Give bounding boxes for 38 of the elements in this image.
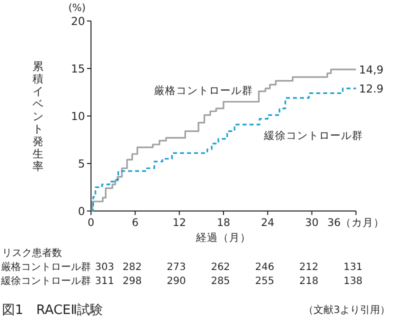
y-tick-label: 10 xyxy=(71,110,85,123)
text: 138 xyxy=(343,276,363,287)
series-label: 緩徐コントロール群 xyxy=(262,130,363,142)
text: 累積イベント発生率 xyxy=(32,60,44,173)
text: 303 xyxy=(95,262,114,273)
y-tick-label: 5 xyxy=(78,158,85,170)
text: 255 xyxy=(255,276,274,287)
y-tick-label: 15 xyxy=(71,62,85,76)
x-tick-label: 30 xyxy=(305,217,319,229)
text: 285 xyxy=(210,276,230,287)
text: 131 xyxy=(343,262,363,273)
series-label: 厳格コントロール群 xyxy=(154,84,253,98)
x-tick-label: 18 xyxy=(216,217,230,229)
y-tick-label: 0 xyxy=(78,205,85,218)
x-axis-title: 経過（月） xyxy=(195,232,251,244)
text: (%) xyxy=(68,3,86,14)
x-tick-label: 24 xyxy=(260,217,275,229)
text: 246 xyxy=(255,262,274,273)
text: リスク患者数 xyxy=(2,247,62,259)
text: 212 xyxy=(299,262,318,273)
x-tick-label: 0 xyxy=(88,217,94,229)
text: 緩徐コントロール群 xyxy=(0,275,91,287)
text: 厳格コントロール群 xyxy=(1,261,91,273)
text: 218 xyxy=(299,276,318,287)
annotation: 14,9 xyxy=(359,63,384,76)
annotation: 12.9 xyxy=(359,82,384,96)
x-tick-label: 36（カ月） xyxy=(327,217,385,229)
text: 290 xyxy=(166,276,186,287)
text: 図1 RACEⅡ試験 xyxy=(2,303,104,318)
text: 262 xyxy=(210,262,230,273)
text: 273 xyxy=(166,262,186,273)
text: 298 xyxy=(122,276,142,287)
x-tick-label: 12 xyxy=(172,217,186,229)
x-tick-label: 6 xyxy=(132,217,139,229)
text: 282 xyxy=(122,262,142,273)
text: 311 xyxy=(95,276,114,287)
text: （文献3より引用） xyxy=(304,304,390,316)
y-tick-label: 20 xyxy=(71,15,85,28)
